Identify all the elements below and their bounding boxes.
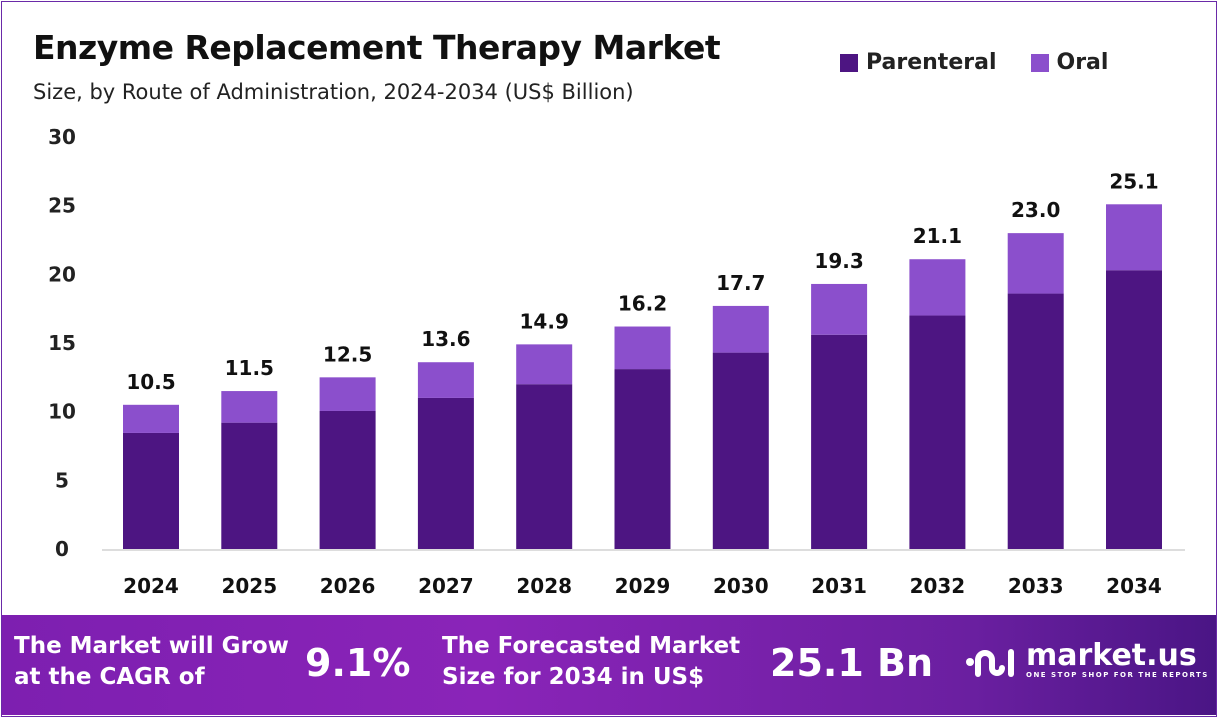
x-tick-label: 2033 — [1008, 574, 1064, 598]
cagr-label: The Market will Grow at the CAGR of — [14, 631, 289, 693]
bar-parenteral-2034 — [1106, 270, 1162, 549]
data-label-total: 23.0 — [1011, 198, 1060, 222]
bar-oral-2029 — [614, 326, 671, 370]
legend-swatch-parenteral — [840, 53, 858, 72]
bar-oral-2028 — [516, 344, 573, 385]
forecast-value: 25.1 Bn — [770, 641, 934, 685]
bar-parenteral-2029 — [614, 369, 671, 549]
data-label-total: 25.1 — [1109, 169, 1158, 193]
data-label-total: 16.2 — [618, 292, 667, 316]
forecast-label: The Forecasted Market Size for 2034 in U… — [442, 631, 740, 693]
bar-parenteral-2032 — [909, 315, 966, 549]
x-tick-label: 2030 — [713, 574, 769, 598]
x-tick-label: 2029 — [615, 574, 671, 598]
forecast-label-line1: The Forecasted Market — [442, 633, 741, 659]
x-tick-label: 2027 — [418, 574, 474, 598]
bar-oral-2031 — [811, 283, 868, 335]
legend-label: Oral — [1056, 50, 1109, 75]
bar-oral-2024 — [123, 404, 179, 433]
data-label-total: 14.9 — [520, 309, 569, 333]
y-tick-label: 30 — [48, 125, 76, 149]
x-tick-label: 2034 — [1106, 574, 1162, 598]
x-tick-label: 2031 — [811, 574, 867, 598]
bar-oral-2032 — [909, 259, 966, 316]
y-tick-label: 0 — [55, 537, 69, 561]
x-tick-label: 2026 — [320, 574, 376, 598]
bar-parenteral-2024 — [123, 432, 179, 549]
x-tick-label: 2025 — [221, 574, 277, 598]
legend-swatch-oral — [1030, 53, 1049, 72]
footer-banner: The Market will Grow at the CAGR of 9.1%… — [2, 615, 1216, 715]
y-tick-label: 20 — [48, 262, 76, 286]
data-label-total: 17.7 — [716, 271, 765, 295]
bar-parenteral-2030 — [712, 352, 769, 549]
bar-parenteral-2025 — [221, 422, 278, 549]
y-tick-label: 10 — [48, 400, 76, 424]
y-tick-label: 5 — [55, 468, 69, 492]
legend: Parenteral Oral — [840, 50, 1108, 75]
legend-label: Parenteral — [866, 50, 997, 75]
bar-oral-2027 — [417, 362, 474, 398]
forecast-label-line2: Size for 2034 in US$ — [442, 664, 705, 690]
chart-plot: 05101520253010.5202411.5202512.5202613.6… — [48, 125, 1185, 598]
bar-oral-2030 — [712, 305, 769, 353]
market-us-logo: market.us ONE STOP SHOP FOR THE REPORTS — [962, 640, 1209, 680]
y-tick-label: 25 — [48, 194, 76, 218]
x-tick-label: 2024 — [123, 574, 179, 598]
data-label-total: 11.5 — [225, 356, 274, 380]
bar-oral-2025 — [221, 391, 278, 423]
cagr-value: 9.1% — [305, 641, 411, 685]
bar-parenteral-2026 — [319, 410, 376, 549]
legend-item-parenteral: Parenteral — [840, 50, 997, 75]
x-tick-label: 2032 — [910, 574, 966, 598]
bar-oral-2026 — [319, 377, 376, 411]
logo-name: market.us — [1026, 638, 1197, 673]
bar-parenteral-2031 — [811, 334, 868, 549]
logo-icon — [966, 649, 1014, 677]
bar-parenteral-2027 — [417, 397, 474, 549]
legend-item-oral: Oral — [1030, 50, 1109, 75]
chart-subtitle: Size, by Route of Administration, 2024-2… — [33, 80, 634, 104]
cagr-label-line1: The Market will Grow — [14, 633, 289, 659]
data-label-total: 21.1 — [913, 224, 962, 248]
x-tick-label: 2028 — [516, 574, 572, 598]
bar-oral-2034 — [1106, 204, 1162, 271]
chart-title: Enzyme Replacement Therapy Market — [33, 28, 721, 67]
bar-parenteral-2033 — [1007, 293, 1064, 549]
data-label-total: 13.6 — [421, 327, 470, 351]
bar-oral-2033 — [1007, 233, 1064, 294]
cagr-label-line2: at the CAGR of — [14, 664, 205, 690]
y-tick-label: 15 — [48, 331, 76, 355]
data-label-total: 19.3 — [814, 249, 863, 273]
logo-tagline: ONE STOP SHOP FOR THE REPORTS — [1026, 671, 1209, 679]
data-label-total: 10.5 — [126, 370, 175, 394]
bar-parenteral-2028 — [516, 384, 573, 549]
data-label-total: 12.5 — [323, 342, 372, 366]
